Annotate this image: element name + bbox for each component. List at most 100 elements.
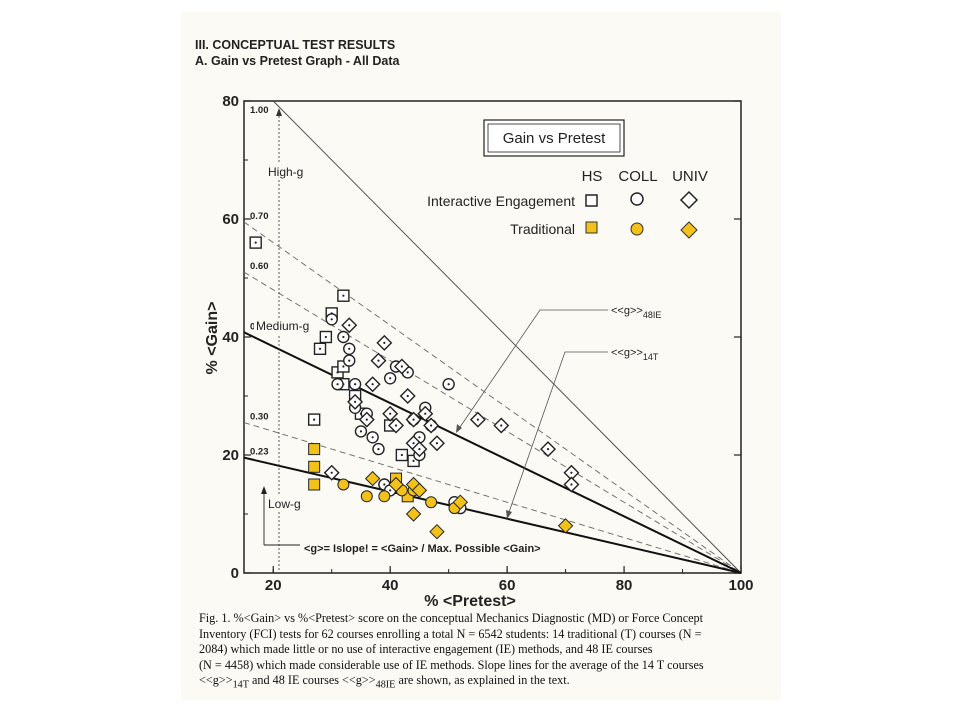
t-average-label: <<g>>14T <box>611 347 659 362</box>
point-center-dot <box>330 471 333 474</box>
point-center-dot <box>353 383 357 386</box>
point-center-dot <box>342 294 345 297</box>
point-center-dot <box>406 394 409 398</box>
subsection-heading: A. Gain vs Pretest Graph - All Data <box>195 54 401 68</box>
coll-traditional-point <box>378 490 391 503</box>
g-line-label: 0.60 <box>250 261 269 272</box>
data-points <box>249 236 580 540</box>
point-center-dot <box>342 335 345 339</box>
legend-univ-t-diamond-icon <box>680 221 698 239</box>
point-center-dot <box>412 442 415 445</box>
legend-row-ie: Interactive Engagement <box>427 193 575 209</box>
legend-hs-ie-square-icon <box>585 194 598 207</box>
coll-traditional-point <box>337 478 350 491</box>
univ-traditional-point <box>452 494 469 510</box>
legend-col-hs: HS <box>582 168 603 185</box>
legend-hs-t-square-icon <box>585 221 598 234</box>
point-center-dot <box>324 335 327 339</box>
point-center-dot <box>412 459 415 462</box>
legend-col-coll: COLL <box>618 168 657 185</box>
x-tick-label: 100 <box>728 577 753 594</box>
legend-title: Gain vs Pretest <box>503 130 606 147</box>
g-range-arrow <box>276 108 282 572</box>
point-center-dot <box>377 448 380 451</box>
point-center-dot <box>330 318 333 321</box>
point-center-dot <box>406 371 409 374</box>
legend-univ-ie-diamond-icon <box>679 190 699 210</box>
point-center-dot <box>359 430 363 433</box>
point-center-dot <box>336 383 339 386</box>
g-line-0-48 <box>243 331 742 574</box>
x-tick-label: 60 <box>499 577 516 594</box>
point-center-dot <box>412 418 415 421</box>
point-center-dot <box>570 471 573 474</box>
point-center-dot <box>254 241 257 244</box>
point-center-dot <box>418 448 421 451</box>
point-center-dot <box>342 365 345 368</box>
caption-line-2: Inventory (FCI) tests for 62 courses enr… <box>199 626 702 641</box>
point-center-dot <box>389 377 392 380</box>
point-center-dot <box>313 418 316 421</box>
caption-line-1: Fig. 1. %<Gain> vs %<Pretest> score on t… <box>199 611 704 625</box>
univ-traditional-point <box>411 482 428 499</box>
point-center-dot <box>348 347 351 350</box>
legend-row-traditional: Traditional <box>510 221 575 237</box>
g-line-label: 1.00 <box>250 105 269 116</box>
point-center-dot <box>435 442 439 445</box>
point-center-dot <box>377 359 380 362</box>
caption-line-3: 2084) which made little or no use of int… <box>199 642 653 657</box>
zone-label-bg-high <box>266 164 310 180</box>
point-center-dot <box>447 383 450 386</box>
zone-label-medium-g: Medium-g <box>256 319 309 333</box>
y-tick-label: 40 <box>222 329 239 346</box>
hs-traditional-point <box>308 443 321 456</box>
zone-label-bg-medium <box>254 318 314 334</box>
point-center-dot <box>348 324 351 327</box>
caption-line-4: (N = 4458) which made considerable use o… <box>199 657 704 672</box>
x-tick-label: 20 <box>265 577 282 594</box>
y-tick-label: 0 <box>231 565 239 582</box>
x-axis-label: % <Pretest> <box>424 593 516 610</box>
y-tick-label: 60 <box>222 211 239 228</box>
point-center-dot <box>570 483 573 486</box>
point-center-dot <box>546 448 550 451</box>
g-line-0-23 <box>243 456 742 574</box>
g-line-label: 0.30 <box>250 412 269 423</box>
legend-title-box <box>483 119 625 157</box>
g-line-0-60 <box>243 271 742 574</box>
univ-traditional-point <box>388 476 404 493</box>
point-center-dot <box>383 483 386 486</box>
legend-coll-t-circle-icon <box>630 222 644 236</box>
point-center-dot <box>418 436 421 439</box>
slope-definition-note: <g>= Islope! = <Gain> / Max. Possible <G… <box>304 543 541 555</box>
y-axis-label: % <Gain> <box>204 302 221 375</box>
univ-traditional-point <box>557 518 574 534</box>
point-center-dot <box>353 400 357 403</box>
y-tick-label: 20 <box>222 447 239 464</box>
t-average-annotation <box>506 351 608 519</box>
ie-average-label: <<g>>48IE <box>611 305 661 320</box>
hs-traditional-point <box>308 478 321 491</box>
g-slope-lines: 1.000.700.600.480.300.23 <box>243 100 742 574</box>
coll-traditional-point <box>425 496 438 509</box>
legend-title-inner-box <box>487 123 621 153</box>
point-center-dot <box>430 424 433 427</box>
g-line-0-30 <box>243 422 742 574</box>
univ-traditional-point <box>429 523 445 540</box>
univ-traditional-point <box>405 506 422 522</box>
legend-col-univ: UNIV <box>672 168 708 185</box>
zone-label-bg-low <box>266 496 306 512</box>
g-line-label: 0.70 <box>250 211 269 222</box>
plot-frame <box>243 100 742 574</box>
axis-ticks: 20 40 60 80 100 0 20 40 60 80 <box>222 93 753 594</box>
point-center-dot <box>476 418 479 421</box>
legend-coll-ie-circle-icon <box>630 192 644 206</box>
point-center-dot <box>383 341 386 344</box>
coll-traditional-point <box>360 490 373 503</box>
point-center-dot <box>394 424 398 427</box>
point-center-dot <box>400 365 403 368</box>
univ-traditional-point <box>364 470 381 487</box>
point-center-dot <box>371 383 374 386</box>
section-heading: III. CONCEPTUAL TEST RESULTS <box>195 38 395 52</box>
